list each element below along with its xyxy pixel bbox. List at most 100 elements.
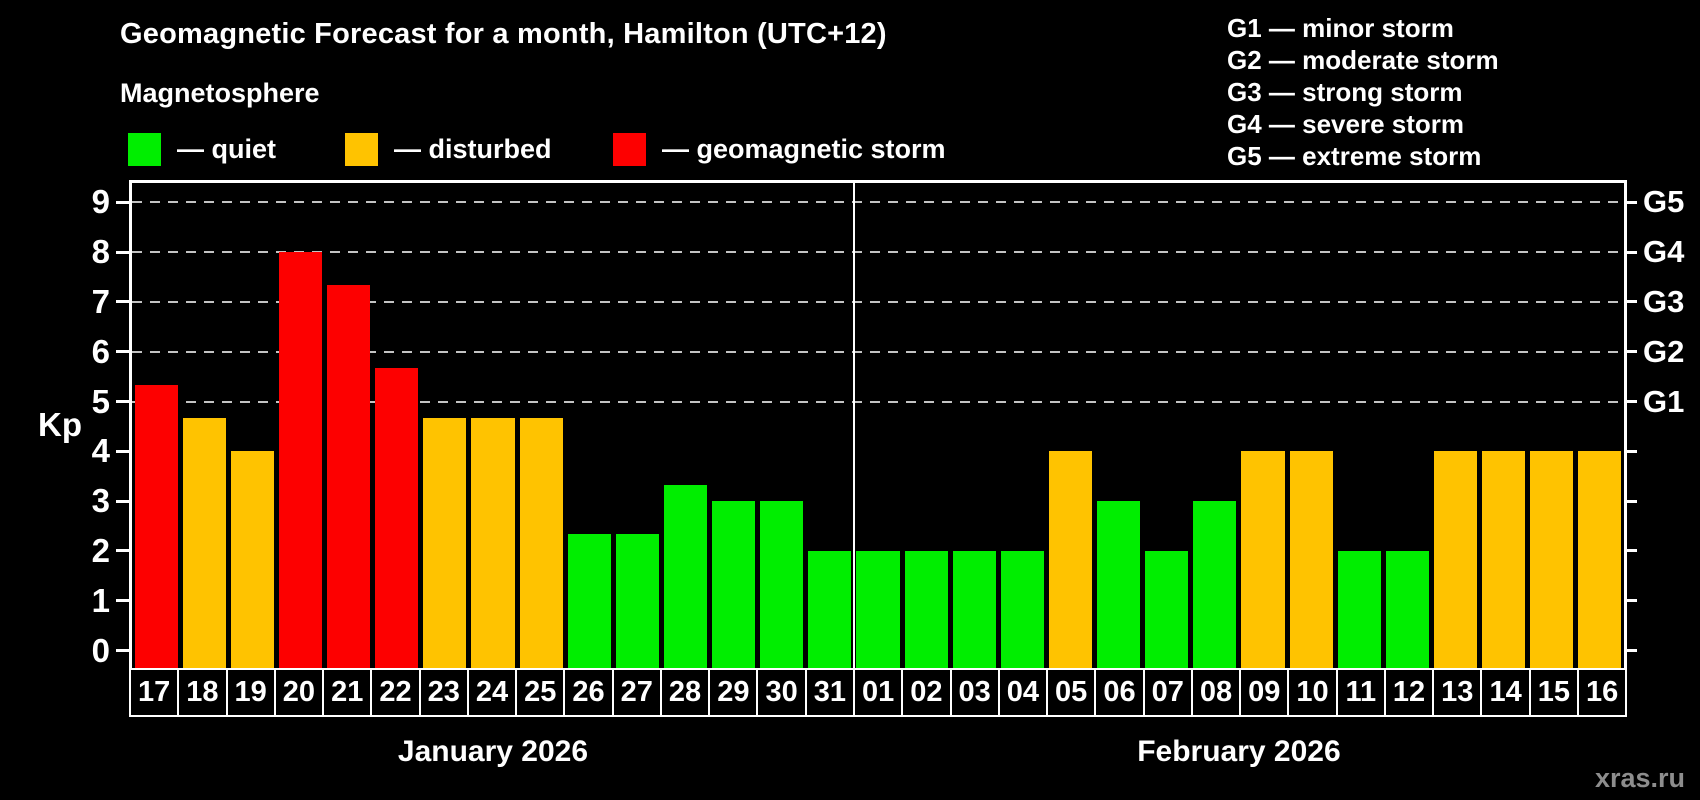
legend-label-quiet: — quiet (177, 133, 276, 164)
legend-item-quiet: — quiet (128, 131, 276, 167)
bar-day-21-kp-7.33 (327, 285, 371, 668)
right-tick-3 (1624, 499, 1637, 503)
y-tick-8 (116, 250, 131, 254)
storm-scale-legend: G1 — minor storm G2 — moderate storm G3 … (1227, 12, 1499, 172)
day-label-13: 13 (1434, 670, 1483, 715)
bar-day-16-kp-4 (1578, 451, 1622, 668)
day-label-06: 06 (1096, 670, 1145, 715)
quiet-color-swatch (128, 132, 161, 166)
month-label-february: February 2026 (1137, 735, 1341, 768)
y-tick-label-0: 0 (91, 631, 110, 669)
right-tick-7 (1624, 300, 1637, 304)
bar-day-29-kp-3 (712, 501, 756, 668)
day-label-14: 14 (1482, 670, 1531, 715)
bar-day-06-kp-3 (1097, 501, 1141, 668)
y-tick-label-6: 6 (91, 332, 110, 370)
bar-day-27-kp-2.33 (615, 534, 659, 668)
day-label-24: 24 (469, 670, 518, 715)
day-label-08: 08 (1193, 670, 1242, 715)
right-tick-1 (1624, 599, 1637, 603)
day-label-25: 25 (517, 670, 566, 715)
right-tick-0 (1624, 649, 1637, 652)
bar-day-01-kp-2 (856, 550, 900, 668)
day-label-27: 27 (614, 670, 662, 715)
bar-day-31-kp-2 (808, 550, 852, 668)
y-tick-9 (116, 200, 131, 204)
watermark: xras.ru (1594, 763, 1685, 793)
day-label-10: 10 (1289, 670, 1338, 715)
bar-day-24-kp-4.67 (471, 417, 515, 668)
day-label-01: 01 (855, 670, 904, 715)
storm-scale-g3: G3 — strong storm (1227, 77, 1463, 107)
day-label-22: 22 (372, 670, 421, 715)
y-tick-7 (116, 300, 131, 304)
y-tick-3 (116, 499, 131, 503)
day-label-07: 07 (1145, 670, 1193, 715)
g-level-label-G2: G2 (1643, 333, 1685, 369)
y-tick-5 (116, 400, 131, 403)
bar-day-19-kp-4 (230, 451, 274, 668)
right-tick-2 (1624, 549, 1637, 553)
bar-day-15-kp-4 (1530, 451, 1574, 668)
bar-day-04-kp-2 (1000, 550, 1044, 668)
day-label-28: 28 (662, 670, 711, 715)
day-label-19: 19 (228, 670, 276, 715)
y-tick-2 (116, 549, 131, 553)
bar-day-02-kp-2 (904, 550, 948, 668)
bar-day-30-kp-3 (760, 501, 804, 668)
bar-day-28-kp-3.33 (663, 484, 708, 668)
bar-day-09-kp-4 (1241, 451, 1285, 668)
y-tick-1 (116, 599, 131, 603)
legend-item-disturbed: — disturbed (345, 131, 552, 167)
y-tick-label-7: 7 (91, 282, 110, 320)
plot-area (129, 180, 1627, 668)
day-label-23: 23 (421, 670, 469, 715)
bar-day-12-kp-2 (1385, 550, 1429, 668)
month-label-january: January 2026 (397, 735, 589, 768)
y-tick-6 (116, 350, 131, 354)
day-label-17: 17 (131, 670, 180, 715)
bar-day-17-kp-5.33 (134, 385, 178, 668)
bar-day-20-kp-8 (278, 252, 322, 668)
page-title: Geomagnetic Forecast for a month, Hamilt… (120, 18, 887, 50)
bar-day-03-kp-2 (952, 550, 996, 668)
g-level-label-G5: G5 (1643, 184, 1685, 220)
g-level-label-G1: G1 (1643, 383, 1685, 419)
day-label-21: 21 (324, 670, 373, 715)
day-label-03: 03 (952, 670, 1000, 715)
legend-item-storm: — geomagnetic storm (613, 131, 946, 167)
bar-day-25-kp-4.67 (519, 417, 563, 668)
day-label-29: 29 (710, 670, 759, 715)
storm-scale-g2: G2 — moderate storm (1227, 45, 1499, 75)
day-label-30: 30 (758, 670, 807, 715)
day-label-18: 18 (179, 670, 228, 715)
day-label-05: 05 (1048, 670, 1097, 715)
bar-day-13-kp-4 (1433, 451, 1478, 668)
y-tick-label-5: 5 (91, 382, 110, 420)
y-tick-label-4: 4 (91, 432, 110, 470)
y-axis-label: Kp (38, 406, 82, 443)
bar-day-08-kp-3 (1193, 501, 1237, 668)
y-tick-label-8: 8 (91, 233, 110, 271)
bar-day-26-kp-2.33 (567, 534, 611, 668)
x-axis-day-labels: 17 18 19 20 21 22 23 24 25 26 27 28 29 30 31 01 02 03 04 05… (129, 668, 1627, 717)
bar-day-05-kp-4 (1048, 451, 1093, 668)
day-label-15: 15 (1531, 670, 1579, 715)
storm-scale-g1: G1 — minor storm (1227, 13, 1454, 43)
right-tick-8 (1624, 250, 1637, 254)
g-level-label-G3: G3 (1643, 283, 1685, 319)
gridline-kp7 (132, 300, 1624, 303)
day-label-12: 12 (1386, 670, 1435, 715)
day-label-20: 20 (276, 670, 325, 715)
storm-scale-g4: G4 — severe storm (1227, 109, 1465, 139)
right-tick-9 (1624, 200, 1637, 204)
day-label-31: 31 (807, 670, 855, 715)
y-tick-0 (116, 649, 131, 652)
legend-label-storm: — geomagnetic storm (662, 133, 946, 164)
bar-day-23-kp-4.67 (423, 417, 467, 668)
storm-scale-g5: G5 — extreme storm (1227, 141, 1482, 171)
bar-day-22-kp-5.67 (375, 368, 419, 668)
y-tick-label-1: 1 (91, 581, 110, 619)
bar-day-10-kp-4 (1289, 451, 1333, 668)
chart-subtitle: Magnetosphere (120, 78, 320, 108)
